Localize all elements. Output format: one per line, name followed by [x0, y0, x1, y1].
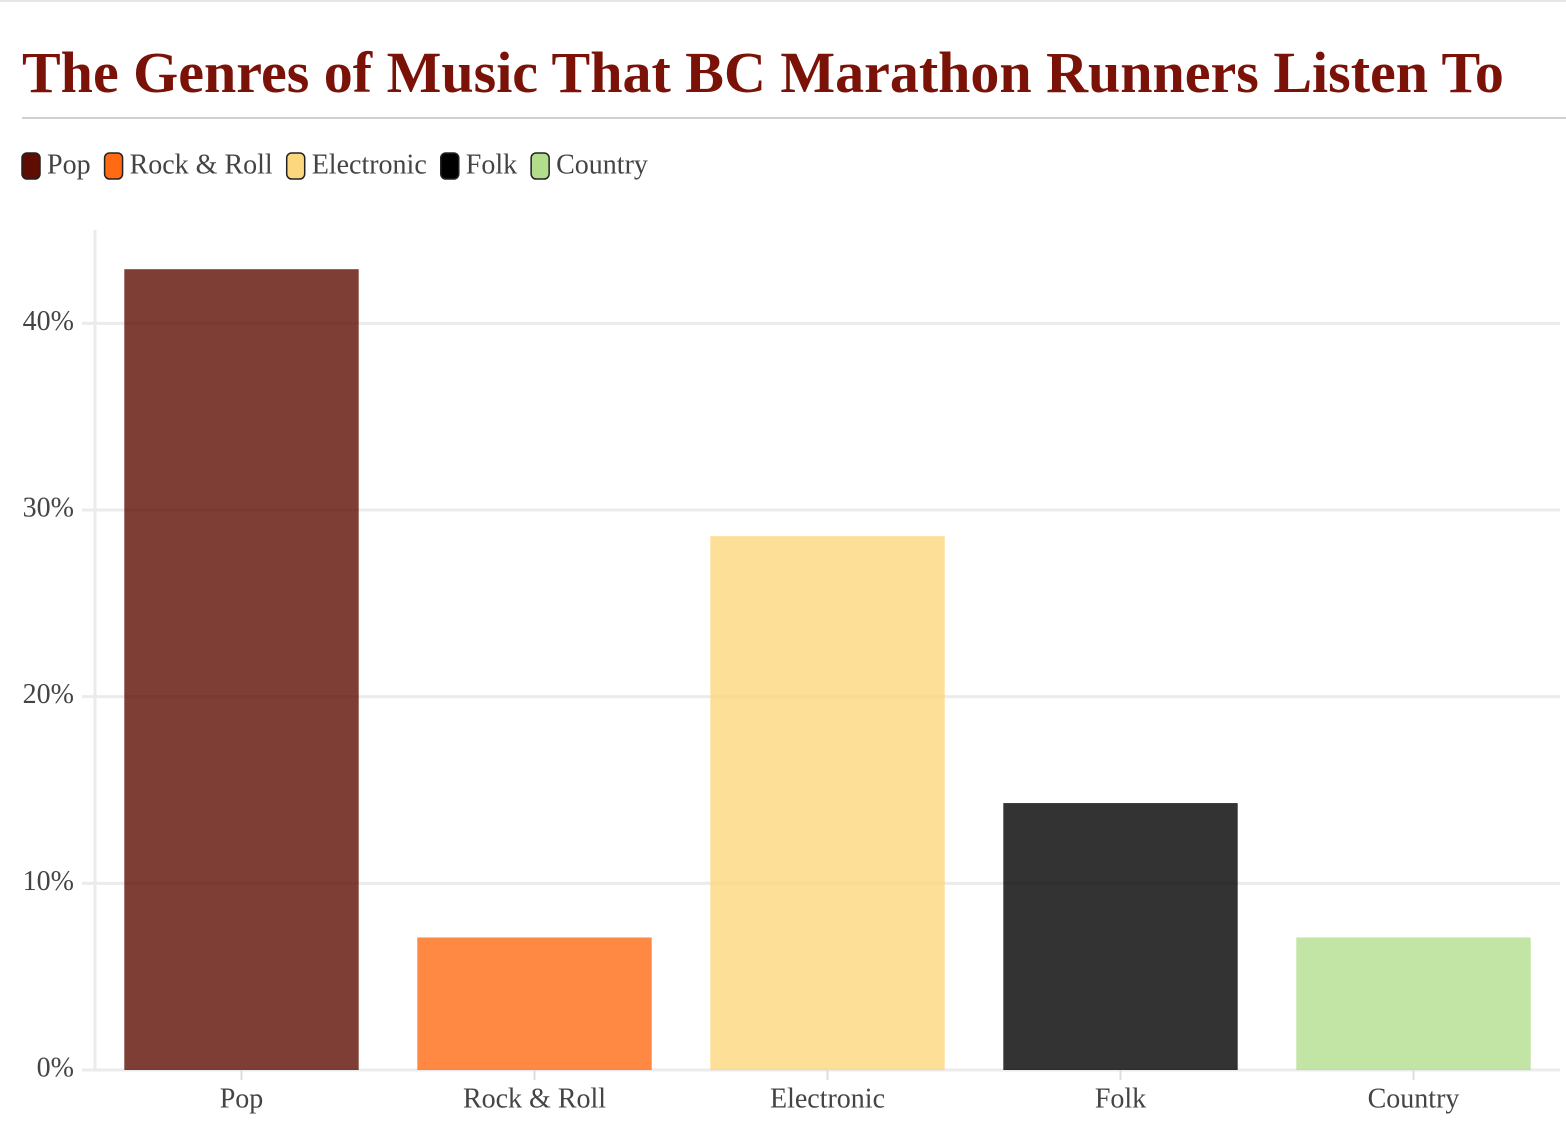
legend-swatch	[285, 152, 306, 180]
legend-label: Country	[556, 149, 648, 180]
legend-swatch	[440, 152, 460, 180]
legend: Pop Rock & Roll Electronic Folk Country	[21, 149, 648, 180]
y-tick-label: 30%	[23, 492, 74, 523]
legend-swatch	[21, 152, 41, 180]
bar	[1296, 937, 1531, 1070]
x-tick-label: Electronic	[770, 1083, 885, 1114]
x-tick-label: Pop	[220, 1083, 264, 1114]
x-tick-label: Country	[1368, 1083, 1460, 1114]
x-tick-label: Folk	[1095, 1083, 1146, 1114]
y-tick-label: 10%	[23, 866, 74, 897]
legend-label: Folk	[466, 149, 517, 180]
bar	[1003, 803, 1238, 1070]
legend-label: Rock & Roll	[130, 149, 273, 180]
bar	[710, 536, 945, 1070]
y-tick-label: 20%	[23, 679, 74, 710]
x-tick-label: Rock & Roll	[463, 1083, 606, 1114]
bar	[124, 269, 359, 1070]
legend-swatch	[103, 152, 124, 180]
legend-label: Pop	[47, 149, 91, 180]
legend-label: Electronic	[312, 149, 427, 180]
legend-swatch	[530, 152, 550, 180]
chart-title: The Genres of Music That BC Marathon Run…	[22, 40, 1504, 105]
y-tick-label: 0%	[37, 1052, 74, 1083]
bar	[417, 937, 652, 1070]
y-tick-label: 40%	[23, 306, 74, 337]
